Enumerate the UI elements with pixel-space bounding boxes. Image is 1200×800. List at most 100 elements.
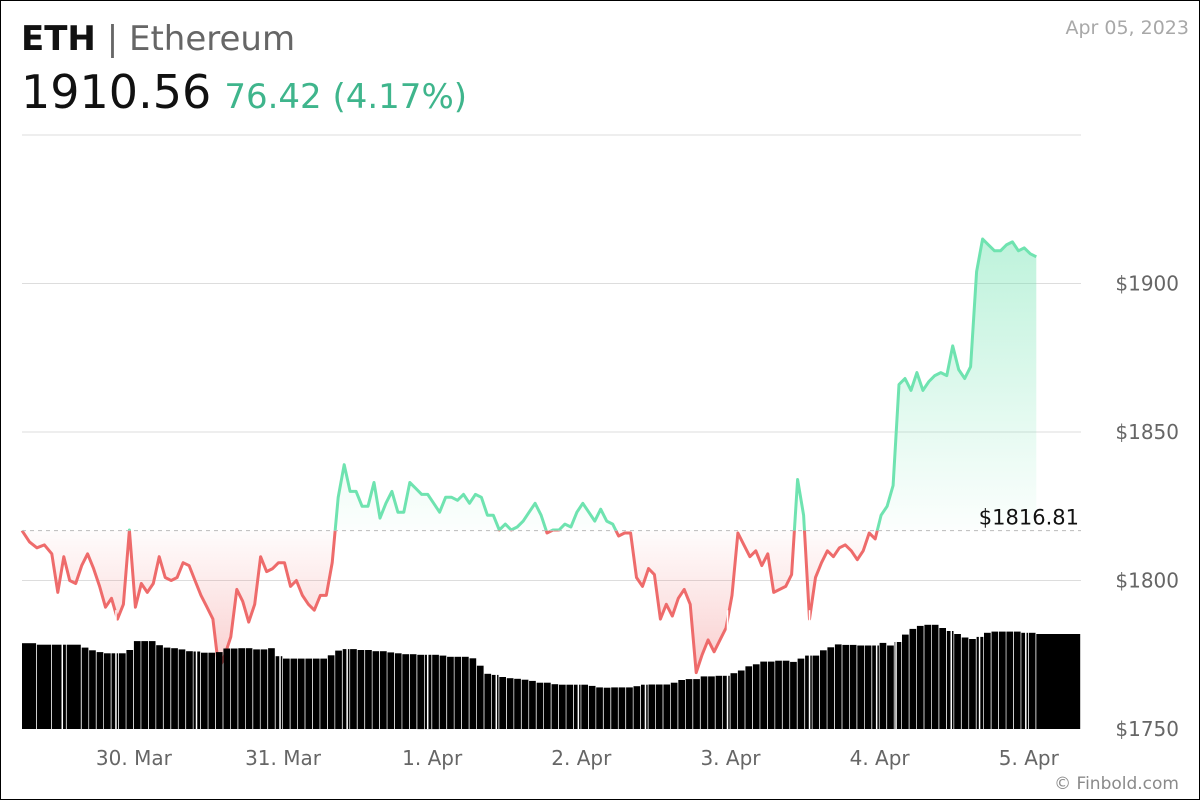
volume-bar xyxy=(946,631,954,729)
volume-bar xyxy=(670,682,678,729)
volume-bar xyxy=(693,679,700,729)
volume-bar xyxy=(857,645,864,729)
volume-bar xyxy=(805,655,812,729)
x-axis-ticks: 30. Mar 31. Mar 1. Apr 2. Apr 3. Apr 4. Apr 5.… xyxy=(96,746,1060,770)
volume-bar xyxy=(312,658,320,729)
volume-bar xyxy=(573,684,581,729)
y-tick-label: $1800 xyxy=(1115,569,1179,593)
volume-bar xyxy=(335,650,342,729)
volume-bar xyxy=(506,678,514,729)
volume-bar xyxy=(969,639,976,729)
volume-bar xyxy=(1028,632,1036,729)
volume-bar xyxy=(476,665,484,729)
volume-bar xyxy=(797,658,805,729)
volume-bar xyxy=(834,644,842,729)
current-price: 1910.56 xyxy=(21,65,212,119)
volume-bar xyxy=(283,658,290,729)
volume-bar xyxy=(141,641,148,729)
volume-bar xyxy=(238,648,245,729)
volume-bar xyxy=(820,650,827,729)
volume-bar xyxy=(469,658,477,729)
volume-bar xyxy=(171,648,178,729)
x-tick-label: 3. Apr xyxy=(700,746,761,770)
volume-bar xyxy=(104,653,111,729)
volume-bar xyxy=(752,664,760,729)
volume-bar xyxy=(782,660,790,729)
volume-bar xyxy=(916,625,924,729)
volume-bar xyxy=(350,649,357,729)
volume-bar xyxy=(275,656,283,729)
volume-bar xyxy=(215,652,223,729)
volume-bar xyxy=(156,645,163,729)
x-tick-label: 5. Apr xyxy=(999,746,1060,770)
volume-bar xyxy=(245,648,253,729)
chart-date: Apr 05, 2023 xyxy=(1065,17,1189,39)
area-below-baseline xyxy=(22,530,1037,673)
x-tick-label: 1. Apr xyxy=(402,746,463,770)
volume-bar xyxy=(633,686,641,729)
volume-bars xyxy=(22,610,1081,730)
volume-bar xyxy=(849,644,857,729)
volume-bar xyxy=(260,649,268,729)
volume-bar xyxy=(89,650,96,729)
price-line xyxy=(20,237,1037,675)
volume-bar xyxy=(842,644,850,729)
volume-bar xyxy=(223,648,231,729)
volume-bar xyxy=(484,673,492,729)
volume-bar xyxy=(394,653,402,729)
volume-bar xyxy=(290,658,298,729)
volume-bar xyxy=(230,648,238,729)
volume-bar xyxy=(700,676,708,729)
volume-bar xyxy=(1006,631,1014,729)
volume-bar xyxy=(551,684,559,729)
volume-bar xyxy=(1036,634,1081,729)
price-line-down xyxy=(20,530,879,675)
volume-bar xyxy=(66,644,81,729)
volume-bar xyxy=(708,676,715,729)
volume-bar xyxy=(984,632,991,729)
volume-bar xyxy=(447,656,454,729)
volume-bar xyxy=(417,654,424,730)
volume-bar xyxy=(253,649,260,729)
volume-bar xyxy=(626,687,633,729)
volume-bar xyxy=(924,624,932,729)
volume-bar xyxy=(521,679,529,729)
volume-bar xyxy=(81,647,89,729)
volume-bar xyxy=(655,684,663,729)
volume-bar xyxy=(372,651,380,729)
volume-bar xyxy=(327,655,335,729)
volume-bar xyxy=(961,637,969,729)
volume-bar xyxy=(268,648,275,729)
volume-bar xyxy=(320,658,327,729)
volume-bar xyxy=(618,687,626,729)
volume-bar xyxy=(872,645,879,729)
volume-bar xyxy=(544,682,551,729)
volume-bar xyxy=(22,643,37,729)
volume-bar xyxy=(342,649,350,729)
volume-bar xyxy=(767,661,775,729)
volume-bar xyxy=(499,677,506,729)
volume-bar xyxy=(387,652,395,729)
volume-bar xyxy=(305,658,313,729)
volume-bar xyxy=(931,624,939,729)
volume-bar xyxy=(432,654,439,730)
volume-bar xyxy=(514,678,521,729)
volume-bar xyxy=(1013,631,1021,729)
volume-bar xyxy=(879,642,887,729)
volume-bar xyxy=(133,641,141,729)
volume-bar xyxy=(208,652,216,729)
volume-bar xyxy=(887,645,894,729)
volume-bar xyxy=(1021,632,1028,729)
volume-bar xyxy=(365,650,372,729)
volume-bar xyxy=(297,658,305,729)
volume-bar xyxy=(723,675,730,729)
volume-bar xyxy=(939,628,946,729)
volume-bar xyxy=(775,660,782,729)
y-tick-label: $1900 xyxy=(1115,272,1179,296)
volume-bar xyxy=(588,685,596,729)
volume-bar xyxy=(812,655,820,729)
volume-bar xyxy=(148,641,156,729)
volume-bar xyxy=(902,634,909,729)
volume-bar xyxy=(566,684,574,729)
